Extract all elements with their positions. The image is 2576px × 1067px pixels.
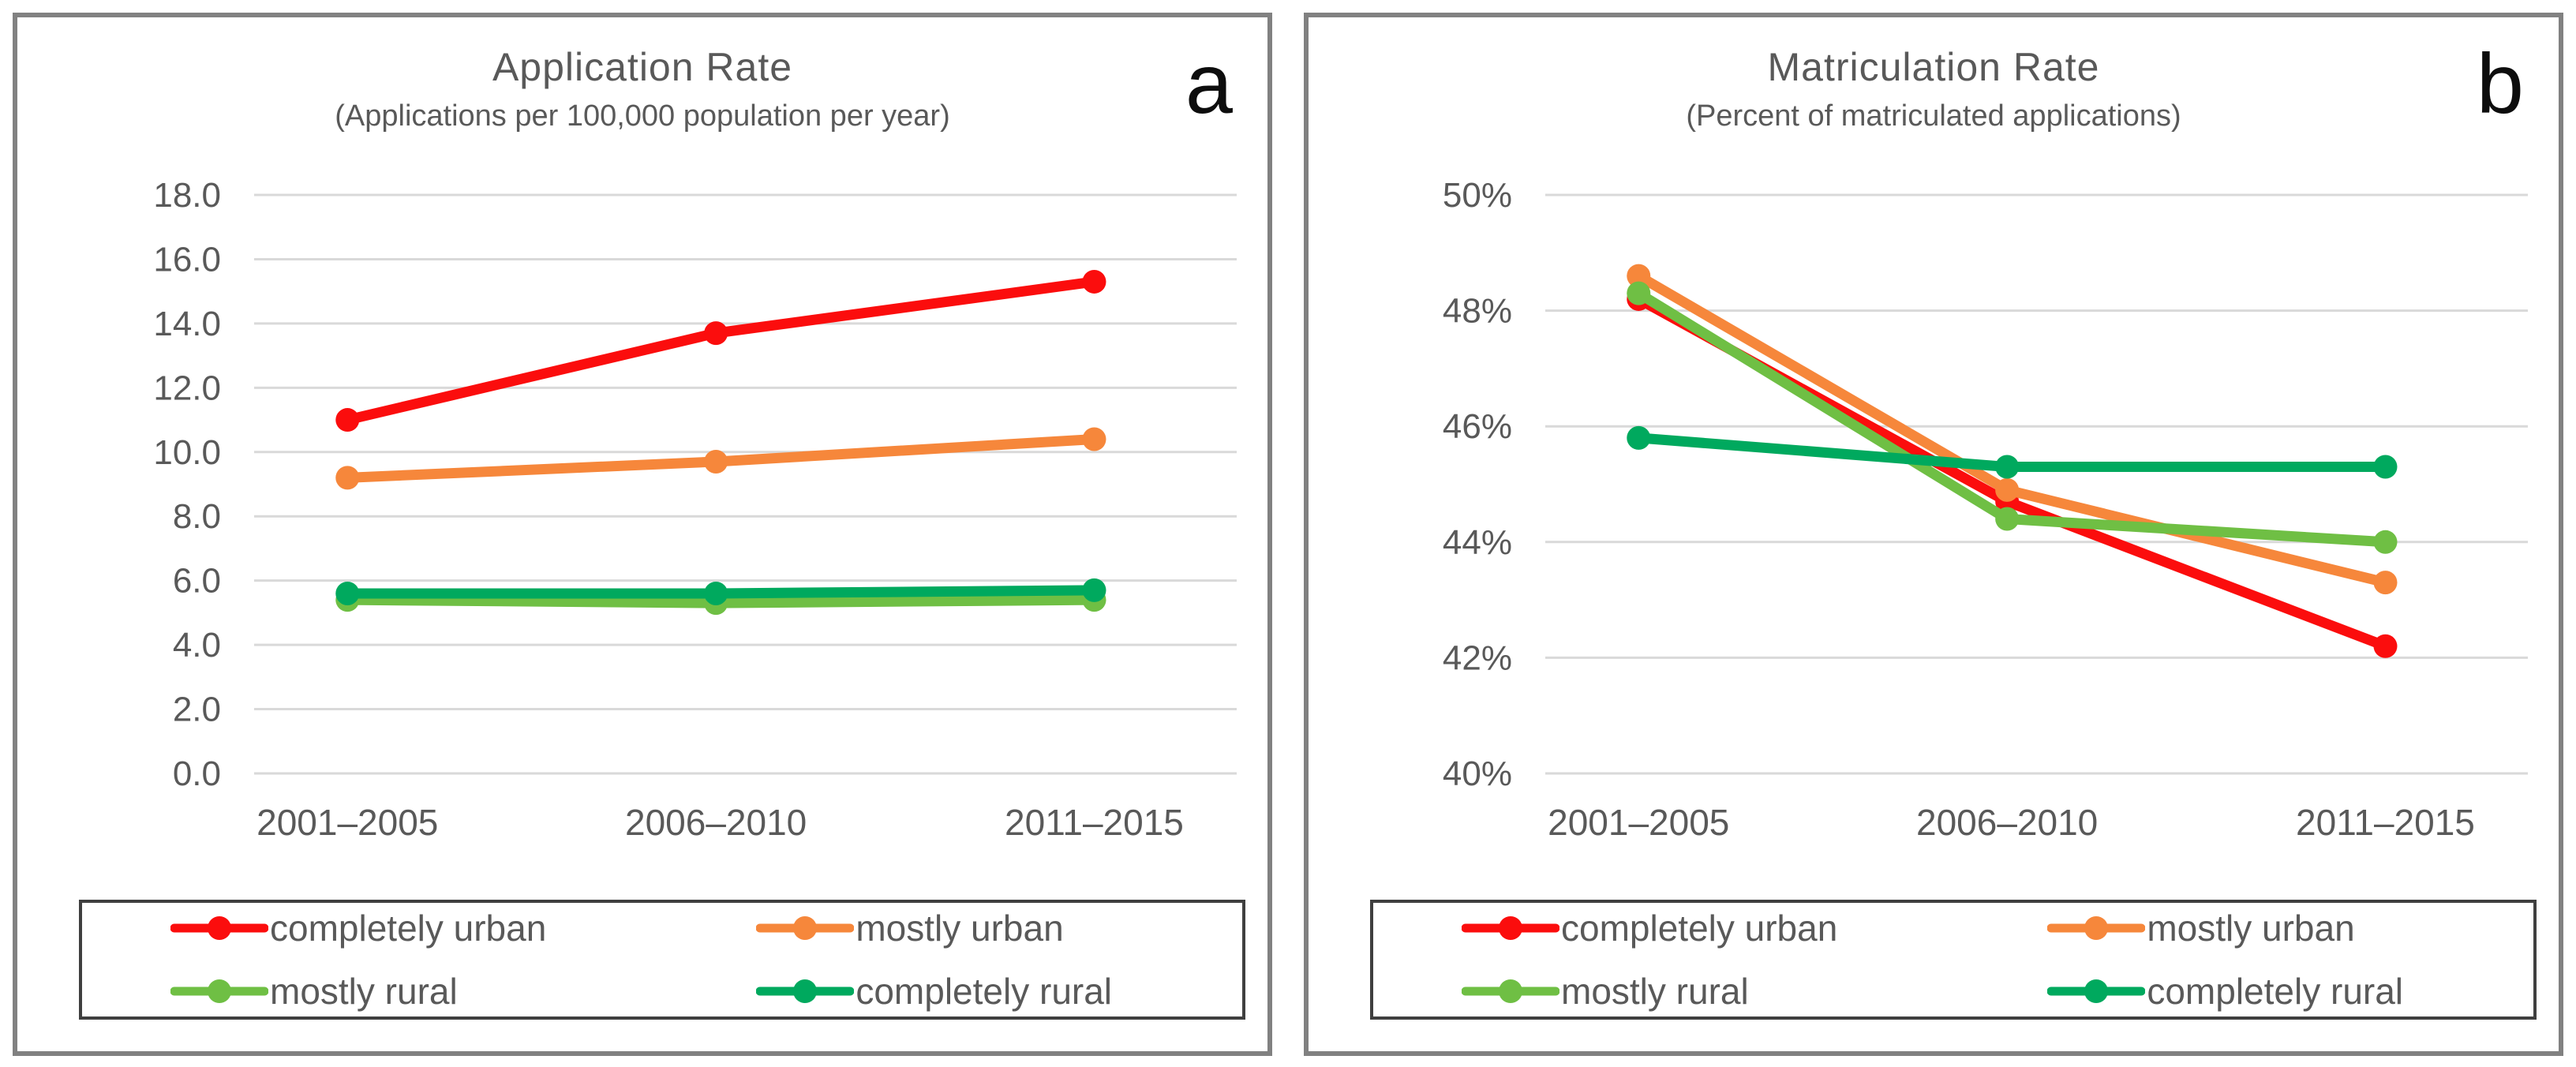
data-point-marker-mostly-urban bbox=[704, 449, 728, 474]
x-tick-label: 2001–2005 bbox=[1548, 802, 1729, 843]
legend-line-marker-icon bbox=[1462, 916, 1559, 940]
legend-item-completely-rural: completely rural bbox=[668, 970, 1242, 1013]
legend-line-marker-icon bbox=[170, 916, 268, 940]
y-tick-label: 44% bbox=[1443, 523, 1512, 562]
legend-line-marker-icon bbox=[170, 979, 268, 1003]
data-point-marker-completely-urban bbox=[1082, 269, 1106, 294]
data-point-marker-completely-urban bbox=[704, 321, 728, 346]
data-point-marker-mostly-urban bbox=[1627, 264, 1651, 288]
y-tick-label: 4.0 bbox=[173, 626, 221, 665]
chart-title: Matriculation Rate bbox=[1767, 45, 2100, 89]
data-point-marker-mostly-rural bbox=[2373, 530, 2398, 554]
chart-panel-b: Matriculation Rate (Percent of matricula… bbox=[1304, 13, 2563, 1056]
legend-item-mostly-urban: mostly urban bbox=[1959, 907, 2533, 949]
data-point-marker-completely-rural bbox=[704, 581, 728, 605]
x-tick-label: 2001–2005 bbox=[256, 802, 438, 843]
x-tick-label: 2011–2015 bbox=[2296, 802, 2475, 843]
legend-line-marker-icon bbox=[2047, 916, 2146, 940]
legend-label: mostly rural bbox=[1561, 971, 1749, 1012]
y-tick-label: 6.0 bbox=[173, 562, 221, 601]
data-point-marker-completely-rural bbox=[1627, 425, 1651, 450]
legend-item-mostly-urban: mostly urban bbox=[668, 907, 1242, 949]
legend-line-marker-icon bbox=[756, 979, 855, 1003]
data-point-marker-mostly-rural bbox=[1627, 281, 1651, 305]
legend-item-completely-urban: completely urban bbox=[1373, 907, 1959, 949]
legend-box: completely urban mostly urban mostly rural… bbox=[79, 900, 1245, 1020]
line-chart-matriculation-rate: 50% 48% 46% 44% 42% 40% 2001–2005 2006–2010 2011… bbox=[1443, 176, 2528, 843]
panel-letter-b: b bbox=[2476, 36, 2524, 131]
data-point-marker-completely-rural bbox=[335, 581, 360, 605]
data-point-marker-completely-rural bbox=[2373, 455, 2398, 479]
y-tick-label: 16.0 bbox=[153, 240, 221, 279]
chart-subtitle: (Percent of matriculated applications) bbox=[1686, 99, 2181, 133]
legend-line-marker-icon bbox=[756, 916, 855, 940]
data-point-marker-mostly-rural bbox=[1995, 507, 2020, 531]
data-point-marker-mostly-urban bbox=[2373, 571, 2398, 595]
legend-line-marker-icon bbox=[2047, 979, 2146, 1003]
y-tick-label: 50% bbox=[1443, 176, 1512, 215]
x-tick-label: 2006–2010 bbox=[625, 802, 807, 843]
legend-label: completely rural bbox=[2147, 971, 2404, 1012]
y-tick-label: 48% bbox=[1443, 292, 1512, 331]
x-tick-label: 2011–2015 bbox=[1005, 802, 1184, 843]
chart-title: Application Rate bbox=[492, 45, 793, 89]
y-tick-label: 18.0 bbox=[153, 176, 221, 215]
legend-item-mostly-rural: mostly rural bbox=[82, 970, 668, 1013]
chart-subtitle: (Applications per 100,000 population per… bbox=[335, 99, 950, 133]
chart-panel-a: Application Rate (Applications per 100,0… bbox=[13, 13, 1272, 1056]
legend-box: completely urban mostly urban mostly rural… bbox=[1370, 900, 2537, 1020]
data-point-marker-completely-rural bbox=[1082, 578, 1106, 602]
legend-item-mostly-rural: mostly rural bbox=[1373, 970, 1959, 1013]
y-tick-label: 12.0 bbox=[153, 369, 221, 407]
legend-label: mostly urban bbox=[2147, 908, 2355, 949]
line-chart-application-rate: 18.0 16.0 14.0 12.0 10.0 8.0 6.0 4.0 2.0 0.0 2001–… bbox=[153, 176, 1237, 843]
y-tick-label: 14.0 bbox=[153, 305, 221, 343]
legend-item-completely-urban: completely urban bbox=[82, 907, 668, 949]
panel-letter-a: a bbox=[1185, 36, 1233, 131]
legend-label: mostly urban bbox=[856, 908, 1064, 949]
legend-label: mostly rural bbox=[270, 971, 458, 1012]
legend-label: completely urban bbox=[270, 908, 547, 949]
legend-item-completely-rural: completely rural bbox=[1959, 970, 2533, 1013]
x-tick-label: 2006–2010 bbox=[1916, 802, 2098, 843]
data-point-marker-mostly-urban bbox=[1995, 477, 2020, 502]
y-tick-label: 40% bbox=[1443, 754, 1512, 793]
data-point-marker-mostly-urban bbox=[335, 466, 360, 490]
y-tick-label: 8.0 bbox=[173, 497, 221, 536]
y-tick-label: 2.0 bbox=[173, 691, 221, 729]
data-point-marker-completely-urban bbox=[2373, 634, 2398, 658]
y-tick-label: 42% bbox=[1443, 638, 1512, 677]
legend-line-marker-icon bbox=[1462, 979, 1559, 1003]
y-tick-label: 10.0 bbox=[153, 433, 221, 472]
y-tick-label: 46% bbox=[1443, 407, 1512, 446]
data-point-marker-completely-urban bbox=[335, 408, 360, 432]
legend-label: completely rural bbox=[856, 971, 1113, 1012]
series-line-completely-urban bbox=[342, 276, 1099, 425]
y-tick-label: 0.0 bbox=[173, 754, 221, 793]
data-point-marker-mostly-urban bbox=[1082, 427, 1106, 451]
data-point-marker-completely-rural bbox=[1995, 455, 2020, 479]
legend-label: completely urban bbox=[1561, 908, 1838, 949]
